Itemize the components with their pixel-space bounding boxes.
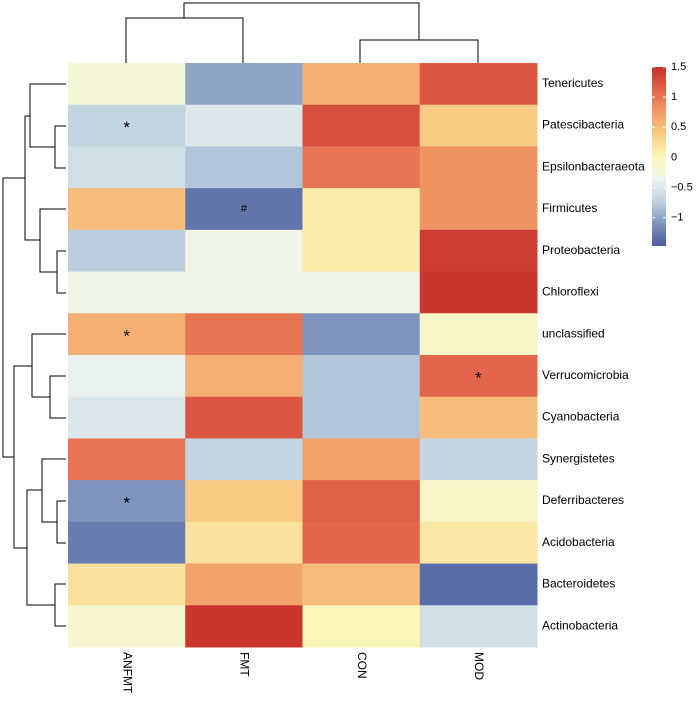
row-label: Cyanobacteria bbox=[542, 410, 620, 424]
heatmap-cell bbox=[185, 104, 303, 147]
significance-marker: * bbox=[123, 493, 130, 512]
heatmap-cell bbox=[302, 188, 421, 231]
heatmap-cell bbox=[419, 271, 538, 314]
column-label: CON bbox=[355, 652, 369, 679]
heatmap-cell bbox=[302, 104, 421, 147]
column-label: FMT bbox=[238, 652, 252, 677]
heatmap-cell bbox=[185, 271, 303, 314]
heatmap-cell bbox=[185, 438, 303, 481]
heatmap-cell bbox=[185, 480, 303, 523]
heatmap-cell bbox=[419, 229, 538, 273]
heatmap-cell bbox=[185, 63, 303, 106]
heatmap-cell bbox=[68, 63, 186, 106]
row-label: Synergistetes bbox=[542, 451, 615, 465]
heatmap-cell bbox=[419, 396, 538, 439]
significance-marker: * bbox=[123, 327, 130, 346]
heatmap-cell bbox=[302, 146, 421, 189]
heatmap-cell bbox=[68, 396, 186, 439]
heatmap-cell bbox=[185, 229, 303, 273]
row-label: Epsilonbacteraeota bbox=[542, 159, 645, 173]
heatmap-cell bbox=[185, 355, 303, 398]
heatmap-cell bbox=[68, 104, 186, 147]
heatmap-cell bbox=[302, 396, 421, 439]
row-label: unclassified bbox=[542, 326, 605, 340]
heatmap-cell bbox=[68, 313, 186, 356]
heatmap-cell bbox=[68, 271, 186, 314]
column-dendrogram bbox=[125, 2, 479, 63]
row-label: Actinobacteria bbox=[542, 618, 618, 632]
heatmap-cell bbox=[185, 146, 303, 189]
heatmap-cell bbox=[68, 355, 186, 398]
heatmap-cell bbox=[419, 104, 538, 147]
heatmap-cell bbox=[302, 521, 421, 565]
row-label: Acidobacteria bbox=[542, 535, 615, 549]
row-label: Bacteroidetes bbox=[542, 577, 615, 591]
heatmap-cell bbox=[419, 63, 538, 106]
heatmap-cell bbox=[68, 229, 186, 273]
colorbar bbox=[652, 67, 666, 246]
heatmap-cell bbox=[302, 313, 421, 356]
row-label: Tenericutes bbox=[542, 76, 603, 90]
row-label: Chloroflexi bbox=[542, 285, 599, 299]
heatmap-cell bbox=[68, 605, 186, 648]
heatmap-cell bbox=[302, 480, 421, 523]
colorbar-tick-label: 1 bbox=[671, 91, 677, 103]
heatmap-cell bbox=[68, 146, 186, 189]
heatmap-cell bbox=[185, 521, 303, 565]
heatmap-cell bbox=[419, 355, 538, 398]
row-label: Verrucomicrobia bbox=[542, 368, 629, 382]
heatmap-cell bbox=[68, 188, 186, 231]
heatmap-cell bbox=[68, 521, 186, 565]
heatmap-cell bbox=[419, 605, 538, 648]
colorbar-tick-label: 1.5 bbox=[671, 61, 686, 73]
heatmap-cell bbox=[302, 229, 421, 273]
heatmap-cell bbox=[302, 605, 421, 648]
row-label: Proteobacteria bbox=[542, 243, 620, 257]
heatmap-cell bbox=[419, 188, 538, 231]
heatmap-cell bbox=[185, 563, 303, 606]
heatmap-cell bbox=[185, 396, 303, 439]
colorbar-tick-label: 0 bbox=[671, 151, 677, 163]
row-label: Firmicutes bbox=[542, 201, 597, 215]
heatmap-cell bbox=[302, 271, 421, 314]
heatmap-cell bbox=[302, 355, 421, 398]
significance-marker: * bbox=[123, 118, 130, 137]
row-dendrogram bbox=[2, 83, 66, 627]
heatmap-cell bbox=[185, 313, 303, 356]
heatmap-cell bbox=[68, 480, 186, 523]
heatmap-cell bbox=[419, 313, 538, 356]
heatmap-cell bbox=[68, 563, 186, 606]
row-label: Patescibacteria bbox=[542, 118, 624, 132]
row-label: Deferribacteres bbox=[542, 493, 624, 507]
column-label: ANFMT bbox=[120, 652, 134, 694]
heatmap-cell bbox=[68, 438, 186, 481]
colorbar-tick-label: −1 bbox=[671, 212, 684, 224]
heatmap-cell bbox=[302, 563, 421, 606]
column-label: MOD bbox=[472, 652, 486, 680]
heatmap-cell bbox=[185, 188, 303, 231]
heatmap-cell bbox=[419, 438, 538, 481]
colorbar-tick-label: 0.5 bbox=[671, 121, 686, 133]
significance-marker: * bbox=[475, 368, 482, 387]
heatmap-cell bbox=[419, 146, 538, 189]
heatmap-cell bbox=[419, 521, 538, 565]
heatmap-cell bbox=[302, 438, 421, 481]
colorbar-tick-label: −0.5 bbox=[671, 181, 693, 193]
heatmap-cell bbox=[185, 605, 303, 648]
heatmap-cell bbox=[419, 563, 538, 606]
heatmap-cell bbox=[419, 480, 538, 523]
significance-marker: # bbox=[241, 203, 248, 215]
heatmap-cell bbox=[302, 63, 421, 106]
